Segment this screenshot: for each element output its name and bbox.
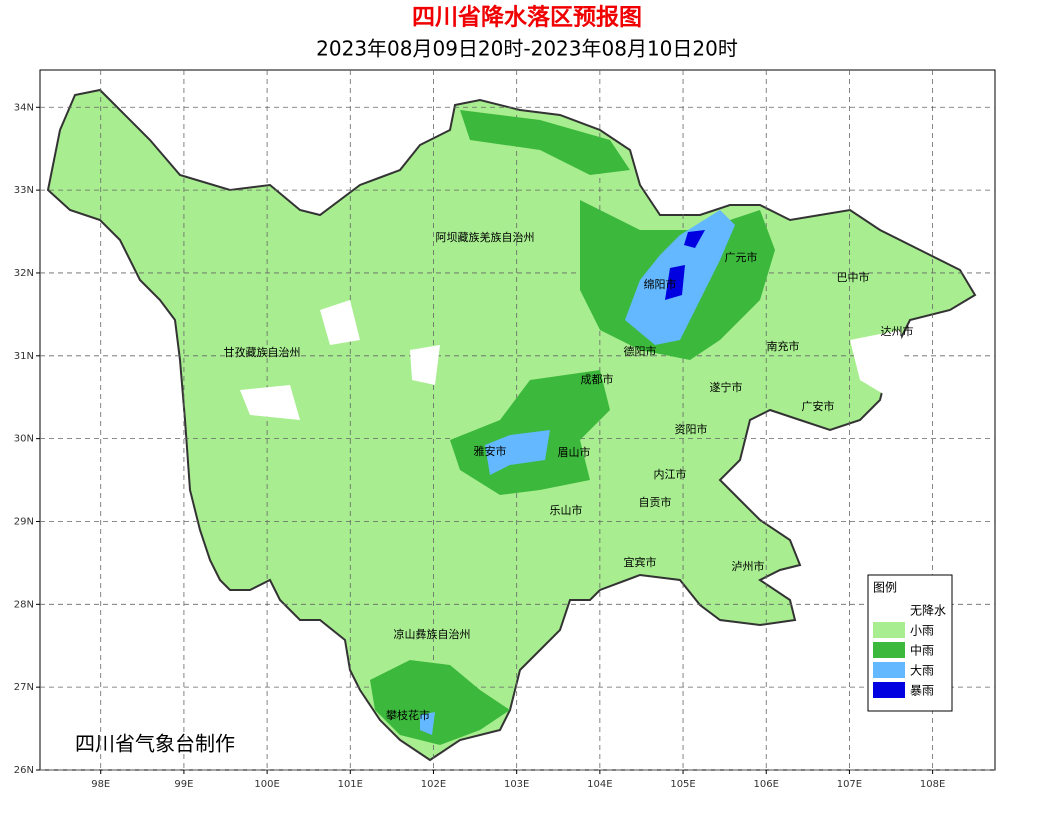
y-tick-label: 34N bbox=[14, 102, 34, 113]
region-label: 雅安市 bbox=[474, 444, 507, 458]
legend-swatch bbox=[873, 602, 905, 618]
region-label: 泸州市 bbox=[732, 559, 765, 573]
x-tick-label: 100E bbox=[254, 779, 279, 790]
region-label: 南充市 bbox=[767, 339, 800, 353]
x-tick-label: 105E bbox=[670, 779, 695, 790]
x-tick-label: 108E bbox=[920, 779, 945, 790]
x-tick-label: 101E bbox=[338, 779, 363, 790]
x-tick-label: 103E bbox=[504, 779, 529, 790]
legend-label: 暴雨 bbox=[910, 684, 934, 698]
region-label: 广安市 bbox=[802, 399, 835, 413]
legend-swatch bbox=[873, 622, 905, 638]
legend-swatch bbox=[873, 662, 905, 678]
legend-title: 图例 bbox=[873, 581, 897, 595]
region-label: 甘孜藏族自治州 bbox=[224, 345, 301, 359]
region-label: 达州市 bbox=[881, 324, 914, 338]
region-label: 阿坝藏族羌族自治州 bbox=[436, 230, 535, 244]
region-label: 乐山市 bbox=[550, 503, 583, 517]
legend-label: 大雨 bbox=[910, 664, 934, 678]
y-tick-label: 27N bbox=[14, 682, 34, 693]
y-tick-label: 30N bbox=[14, 434, 34, 445]
region-label: 成都市 bbox=[581, 372, 614, 386]
rainstorm-area bbox=[665, 230, 705, 300]
region-label: 凉山彝族自治州 bbox=[394, 627, 471, 641]
x-tick-label: 106E bbox=[754, 779, 779, 790]
title: 四川省降水落区预报图 bbox=[412, 5, 642, 31]
y-tick-label: 28N bbox=[14, 599, 34, 610]
region-label: 宜宾市 bbox=[624, 555, 657, 569]
x-tick-label: 104E bbox=[587, 779, 612, 790]
legend-label: 小雨 bbox=[910, 624, 934, 638]
subtitle: 2023年08月09日20时-2023年08月10日20时 bbox=[316, 37, 738, 61]
y-tick-label: 29N bbox=[14, 516, 34, 527]
x-tick-label: 99E bbox=[174, 779, 193, 790]
y-tick-label: 33N bbox=[14, 185, 34, 196]
region-label: 德阳市 bbox=[624, 344, 657, 358]
footer: 四川省气象台制作 bbox=[75, 732, 235, 756]
y-tick-label: 26N bbox=[14, 765, 34, 776]
region-label: 绵阳市 bbox=[644, 277, 677, 291]
region-label: 巴中市 bbox=[837, 270, 870, 284]
x-tick-label: 107E bbox=[837, 779, 862, 790]
x-tick-label: 102E bbox=[421, 779, 446, 790]
legend-swatch bbox=[873, 682, 905, 698]
region-label: 遂宁市 bbox=[710, 380, 743, 394]
region-label: 广元市 bbox=[725, 250, 758, 264]
legend-label: 无降水 bbox=[910, 604, 946, 618]
y-tick-label: 31N bbox=[14, 351, 34, 362]
x-tick-label: 98E bbox=[91, 779, 110, 790]
region-label: 内江市 bbox=[654, 467, 687, 481]
region-label: 自贡市 bbox=[639, 495, 672, 509]
legend-label: 中雨 bbox=[910, 643, 934, 658]
region-label: 攀枝花市 bbox=[386, 708, 430, 722]
legend-swatch bbox=[873, 642, 905, 658]
heavy-rain-area bbox=[420, 210, 735, 735]
y-tick-label: 32N bbox=[14, 268, 34, 279]
region-label: 眉山市 bbox=[558, 445, 591, 459]
region-label: 资阳市 bbox=[675, 422, 708, 436]
